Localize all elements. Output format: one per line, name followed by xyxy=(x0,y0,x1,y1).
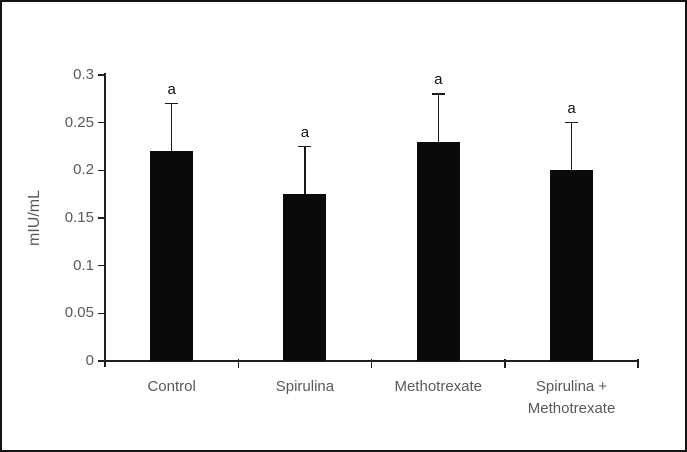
error-bar-line xyxy=(170,103,173,152)
error-bar-cap xyxy=(165,102,179,105)
x-axis-tick xyxy=(370,359,373,368)
error-bar-cap xyxy=(431,93,445,95)
y-axis-tick xyxy=(98,264,105,267)
y-tick-label: 0.15 xyxy=(64,209,94,226)
x-category-label: Control xyxy=(147,378,196,395)
y-tick-label: 0.25 xyxy=(64,113,94,131)
y-tick-label: 0.2 xyxy=(73,161,94,179)
significance-letter: a xyxy=(167,80,176,98)
y-tick-label: 0 xyxy=(85,352,94,369)
bar xyxy=(416,141,460,361)
y-axis-line xyxy=(104,73,106,367)
x-category-label: Spirulina xyxy=(275,378,335,395)
x-axis-tick xyxy=(637,359,639,368)
significance-letter: a xyxy=(567,99,576,117)
bar xyxy=(150,151,194,361)
y-tick-label: 0.05 xyxy=(64,304,94,322)
error-bar-cap xyxy=(298,145,312,148)
y-tick-label: 0.1 xyxy=(73,256,94,274)
error-bar-line xyxy=(437,94,439,142)
error-bar-line xyxy=(570,122,573,171)
x-category-label: Methotrexate xyxy=(394,378,483,395)
x-category-label: Spirulina + Methotrexate xyxy=(527,378,616,417)
error-bar-cap xyxy=(565,121,579,124)
bar xyxy=(283,194,327,361)
error-bar-line xyxy=(304,146,306,195)
y-axis-tick xyxy=(98,169,105,172)
y-axis-tick xyxy=(98,360,105,362)
x-axis-tick xyxy=(237,359,240,368)
significance-letter: a xyxy=(434,71,443,89)
y-axis-title: mIU/mL xyxy=(26,190,43,246)
bar xyxy=(550,170,594,361)
x-axis-tick xyxy=(504,359,506,368)
y-tick-label: 0.3 xyxy=(73,66,94,83)
y-axis-tick xyxy=(98,121,105,124)
y-axis-tick xyxy=(98,217,105,219)
significance-letter: a xyxy=(300,123,310,141)
y-axis-tick xyxy=(98,312,105,315)
y-axis-tick xyxy=(98,74,105,76)
